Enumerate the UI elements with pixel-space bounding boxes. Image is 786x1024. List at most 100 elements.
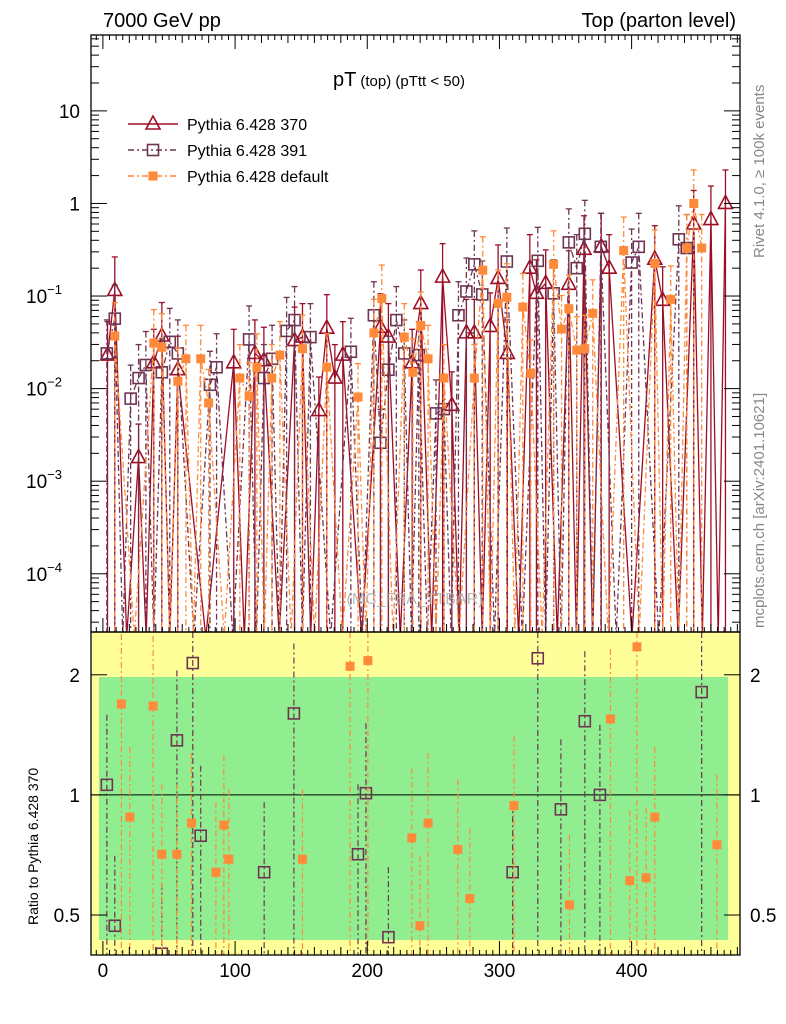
x-tick-label: 300 [484, 961, 516, 982]
plot-title: pT (top) (pTtt < 50) [333, 69, 465, 91]
ratio-tick-label-right: 1 [750, 786, 761, 807]
data-point-p370 [654, 290, 672, 307]
ratio-point-p391 [359, 786, 373, 800]
data-point-p391 [429, 407, 443, 420]
data-point-p391 [594, 240, 608, 254]
ratio-point-p391 [257, 865, 271, 879]
data-point-default [564, 304, 574, 314]
data-point-p391 [163, 335, 177, 349]
ratio-point-default [453, 844, 463, 854]
data-point-default [588, 308, 598, 318]
ratio-point-default [157, 849, 167, 859]
ratio-point-default [172, 849, 182, 859]
ratio-point-p391 [108, 919, 122, 933]
title-sub: (top) (pTtt < 50) [360, 73, 465, 90]
data-point-p391 [578, 227, 592, 241]
data-point-default [526, 368, 536, 378]
data-point-default [322, 362, 332, 372]
data-point-p391 [203, 378, 217, 392]
data-point-default [502, 292, 512, 302]
data-point-default [619, 246, 629, 256]
data-point-default [650, 258, 660, 268]
data-point-p391 [531, 254, 545, 268]
ratio-band-1sigma [99, 677, 728, 940]
y-tick-label: 1 [69, 194, 80, 215]
ratio-ylabel: Ratio to Pythia 6.428 370 [25, 768, 41, 925]
data-point-default [173, 376, 183, 386]
data-point-default [439, 373, 449, 383]
ratio-point-p391 [531, 651, 545, 665]
data-point-default [697, 243, 707, 253]
data-point-p370 [225, 353, 243, 369]
legend-label: Pythia 6.428 default [187, 169, 329, 186]
data-point-p370 [537, 273, 555, 290]
data-point-p391 [562, 236, 576, 249]
main-panel [99, 169, 734, 632]
ratio-point-default [465, 894, 475, 904]
data-point-p370 [434, 267, 451, 283]
data-point-p391 [280, 324, 293, 338]
data-point-default [399, 332, 409, 342]
data-point-p370 [481, 316, 499, 333]
data-point-p370 [294, 327, 311, 343]
ratio-point-default [632, 642, 642, 652]
data-point-p370 [717, 193, 734, 210]
ratio-point-default [509, 801, 519, 811]
data-point-p370 [99, 345, 116, 361]
ratio-point-p391 [194, 829, 208, 843]
data-point-p391 [625, 256, 638, 269]
legend-label: Pythia 6.428 391 [187, 143, 307, 160]
ratio-frame [90, 631, 741, 956]
data-point-default [267, 373, 277, 383]
data-point-default [149, 338, 159, 348]
legend-marker-default [148, 171, 158, 181]
data-point-default [416, 321, 426, 331]
ratio-point-default [564, 900, 574, 910]
data-point-p391 [288, 313, 301, 327]
data-point-p391 [124, 392, 137, 405]
data-point-default [682, 243, 692, 253]
data-point-p391 [344, 345, 358, 359]
data-point-p370 [334, 345, 352, 361]
data-point-default [549, 259, 559, 269]
header-left: 7000 GeV pp [103, 10, 221, 32]
legend-entry: Pythia 6.428 391 [128, 143, 307, 160]
data-point-p370 [255, 351, 273, 367]
data-point-p391 [139, 358, 153, 372]
data-point-default [196, 354, 206, 364]
ratio-point-p391 [506, 865, 519, 879]
data-point-default [580, 344, 590, 354]
data-point-default [572, 345, 582, 355]
ratio-point-default [625, 876, 635, 886]
ratio-point-default [125, 812, 135, 822]
ratio-point-p391 [351, 847, 365, 861]
ratio-point-p391 [100, 778, 114, 792]
data-point-default [423, 354, 433, 364]
side-label-rivet: Rivet 4.1.0, ≥ 100k events [751, 85, 768, 258]
data-point-default [408, 367, 418, 377]
y-tick-label: 10−4 [26, 560, 62, 586]
data-point-p391 [210, 360, 223, 374]
ratio-panel [91, 632, 740, 955]
ratio-point-p391 [593, 788, 607, 802]
data-point-default [377, 294, 387, 304]
data-point-p391 [304, 330, 317, 344]
data-point-p370 [169, 360, 187, 376]
ratio-point-p391 [554, 803, 568, 816]
data-point-default [181, 354, 191, 364]
series-line-p370 [106, 203, 727, 632]
data-point-default [493, 299, 503, 309]
ratio-point-default [211, 867, 221, 877]
data-point-default [244, 391, 254, 401]
ratio-point-default [345, 661, 355, 671]
data-point-p370 [528, 283, 545, 300]
data-point-p391 [672, 233, 686, 246]
data-point-default [557, 324, 567, 334]
data-point-default [110, 331, 120, 341]
ratio-point-default [148, 701, 158, 711]
ratio-point-default [415, 921, 425, 931]
data-point-p391 [242, 333, 256, 346]
ratio-point-p391 [382, 930, 395, 944]
svg-text:pT(top) (pTtt < 50): pT (top) (pTtt < 50) [333, 69, 465, 91]
